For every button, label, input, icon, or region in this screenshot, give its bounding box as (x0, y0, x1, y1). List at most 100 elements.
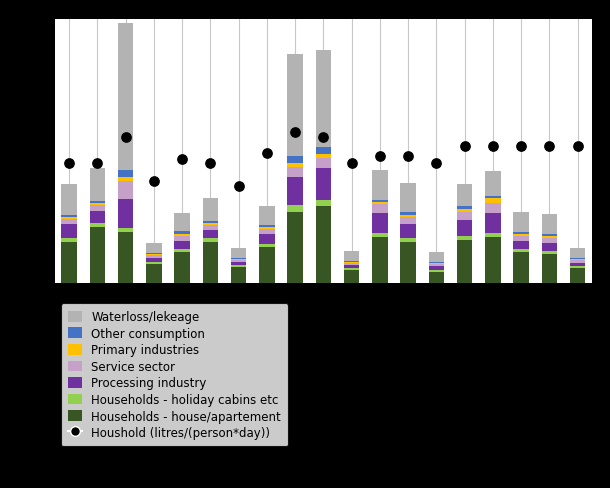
Bar (344, 271, 359, 283)
Bar (231, 263, 246, 266)
Bar (513, 253, 529, 283)
Bar (259, 227, 274, 229)
Bar (203, 221, 218, 223)
Bar (146, 244, 162, 254)
Bar (118, 182, 134, 200)
Bar (429, 263, 444, 264)
Bar (61, 185, 77, 215)
Bar (90, 211, 105, 223)
Bar (90, 223, 105, 227)
Bar (203, 243, 218, 283)
Point (431, 160, 441, 167)
Bar (542, 236, 557, 239)
Bar (174, 242, 190, 249)
Bar (485, 213, 501, 233)
Point (121, 134, 131, 142)
Bar (174, 213, 190, 231)
Point (262, 149, 271, 157)
Bar (259, 229, 274, 234)
Bar (429, 253, 444, 263)
Bar (315, 51, 331, 147)
Bar (203, 199, 218, 221)
Bar (344, 269, 359, 271)
Bar (118, 170, 134, 178)
Bar (457, 207, 472, 210)
Bar (259, 207, 274, 225)
Point (149, 178, 159, 185)
Bar (400, 224, 416, 239)
Bar (457, 236, 472, 241)
Bar (344, 266, 359, 269)
Bar (570, 260, 586, 261)
Point (92, 160, 102, 167)
Bar (90, 227, 105, 283)
Bar (61, 215, 77, 217)
Point (206, 160, 215, 167)
Bar (61, 243, 77, 283)
Bar (118, 23, 134, 170)
Bar (231, 266, 246, 268)
Bar (118, 200, 134, 228)
Bar (485, 197, 501, 199)
Bar (372, 201, 387, 203)
Point (290, 129, 300, 137)
Bar (400, 217, 416, 224)
Bar (203, 239, 218, 243)
Bar (542, 214, 557, 234)
Point (64, 160, 74, 167)
Bar (146, 263, 162, 265)
Bar (90, 202, 105, 204)
Bar (542, 234, 557, 236)
Bar (513, 249, 529, 253)
Bar (344, 263, 359, 264)
Bar (287, 156, 303, 163)
Bar (61, 217, 77, 219)
Bar (146, 259, 162, 263)
Bar (400, 212, 416, 215)
Bar (485, 238, 501, 283)
Bar (287, 167, 303, 178)
Bar (372, 205, 387, 213)
Bar (570, 248, 586, 259)
Bar (146, 256, 162, 259)
Bar (315, 168, 331, 201)
Bar (90, 204, 105, 206)
Bar (400, 243, 416, 283)
Bar (513, 234, 529, 236)
Point (460, 142, 470, 150)
Bar (174, 231, 190, 234)
Bar (203, 230, 218, 239)
Point (177, 156, 187, 163)
Bar (61, 224, 77, 239)
Bar (315, 201, 331, 207)
Bar (372, 233, 387, 238)
Bar (429, 273, 444, 283)
Bar (287, 212, 303, 283)
Bar (513, 236, 529, 242)
Bar (457, 220, 472, 236)
Bar (372, 170, 387, 201)
Bar (90, 168, 105, 202)
Bar (174, 234, 190, 236)
Bar (400, 215, 416, 217)
Bar (118, 232, 134, 283)
Bar (457, 212, 472, 220)
Bar (90, 206, 105, 211)
Bar (146, 265, 162, 283)
Bar (372, 213, 387, 233)
Bar (287, 163, 303, 167)
Bar (485, 199, 501, 204)
Bar (457, 185, 472, 207)
Bar (570, 267, 586, 269)
Bar (429, 271, 444, 273)
Bar (259, 244, 274, 247)
Bar (542, 252, 557, 255)
Bar (372, 203, 387, 205)
Bar (513, 232, 529, 234)
Bar (344, 262, 359, 263)
Bar (457, 241, 472, 283)
Bar (315, 207, 331, 283)
Bar (61, 239, 77, 243)
Legend: Waterloss/lekeage, Other consumption, Primary industries, Service sector, Proces: Waterloss/lekeage, Other consumption, Pr… (61, 304, 289, 446)
Bar (259, 247, 274, 283)
